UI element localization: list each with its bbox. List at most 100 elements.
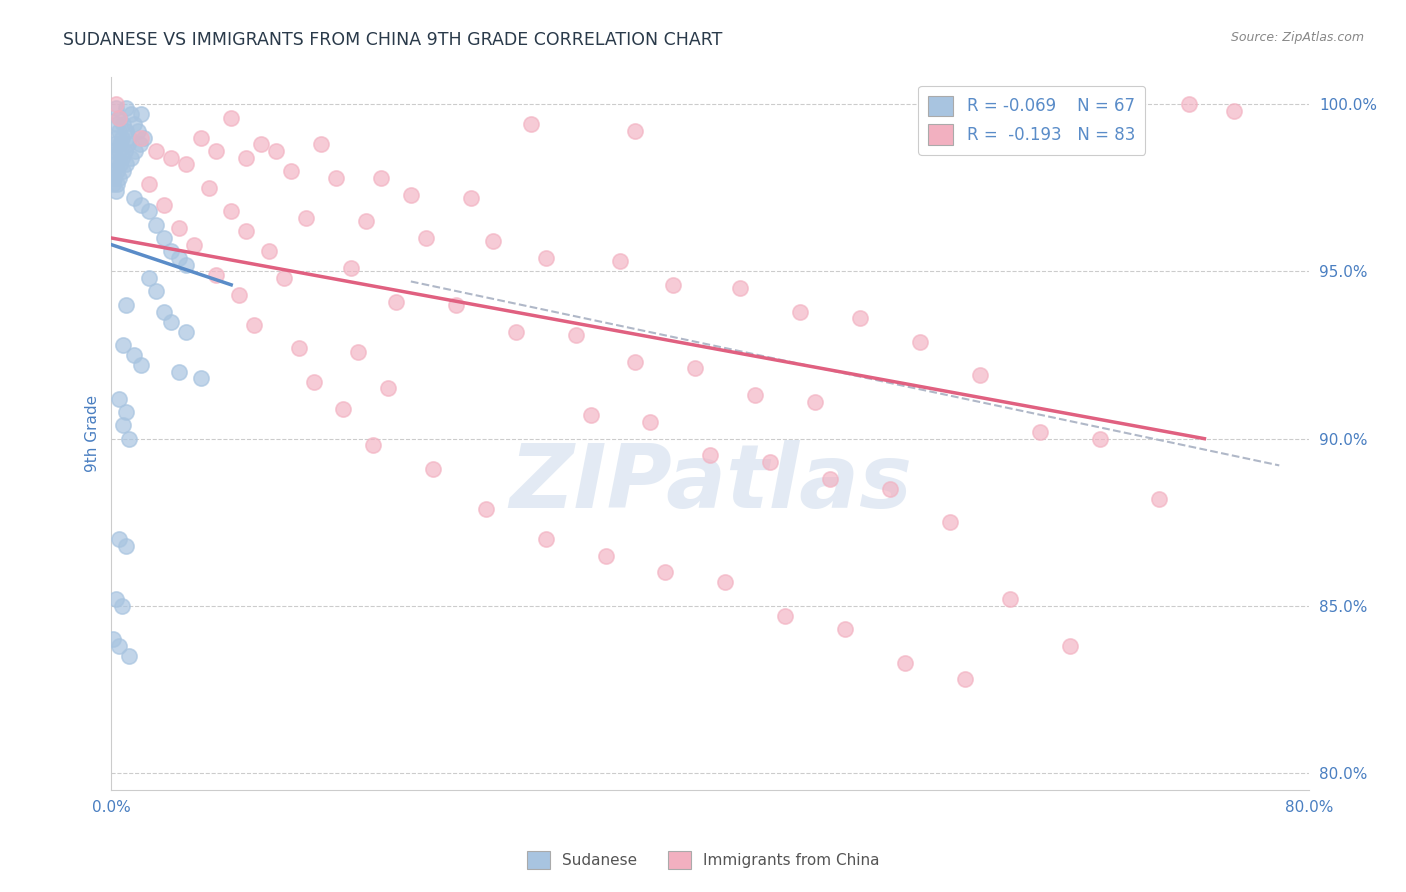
Point [108, 111, 131, 125]
Point [939, 516, 962, 530]
Point [120, 107, 142, 121]
Point [145, 285, 167, 299]
Text: Source: ZipAtlas.com: Source: ZipAtlas.com [1230, 31, 1364, 45]
Point [228, 288, 250, 302]
Point [624, 124, 647, 138]
Point [235, 224, 257, 238]
Point [111, 599, 134, 613]
Point [108, 532, 131, 546]
Point [134, 130, 156, 145]
Point [834, 622, 856, 636]
Point [118, 432, 141, 446]
Point [332, 401, 354, 416]
Point [108, 144, 131, 158]
Point [167, 365, 190, 379]
Point [138, 204, 160, 219]
Point [101, 632, 124, 647]
Point [122, 191, 145, 205]
Point [167, 251, 190, 265]
Point [759, 455, 782, 469]
Point [969, 368, 991, 383]
Point [128, 137, 150, 152]
Point [101, 178, 124, 192]
Point [730, 281, 752, 295]
Point [108, 124, 131, 138]
Point [744, 388, 766, 402]
Point [115, 539, 138, 553]
Point [160, 151, 183, 165]
Point [108, 639, 131, 653]
Point [167, 221, 190, 235]
Point [534, 251, 557, 265]
Point [124, 144, 146, 158]
Point [111, 130, 134, 145]
Point [235, 151, 257, 165]
Point [115, 124, 138, 138]
Point [205, 144, 228, 158]
Point [1059, 639, 1081, 653]
Point [624, 355, 647, 369]
Point [104, 151, 127, 165]
Point [145, 218, 167, 232]
Point [105, 178, 128, 192]
Point [103, 137, 125, 152]
Legend: Sudanese, Immigrants from China: Sudanese, Immigrants from China [520, 845, 886, 875]
Point [264, 144, 287, 158]
Point [302, 375, 325, 389]
Point [131, 130, 153, 145]
Point [131, 197, 153, 211]
Point [219, 111, 242, 125]
Point [131, 107, 153, 121]
Point [699, 449, 721, 463]
Point [112, 418, 135, 433]
Point [127, 124, 149, 138]
Point [422, 462, 444, 476]
Point [118, 648, 141, 663]
Point [773, 608, 796, 623]
Point [347, 344, 370, 359]
Point [595, 549, 617, 563]
Point [714, 575, 737, 590]
Point [103, 170, 125, 185]
Point [110, 157, 132, 171]
Point [257, 244, 280, 259]
Point [273, 271, 295, 285]
Point [287, 342, 309, 356]
Point [685, 361, 707, 376]
Point [363, 438, 385, 452]
Point [1178, 97, 1201, 112]
Point [160, 315, 183, 329]
Point [444, 298, 467, 312]
Point [354, 214, 377, 228]
Point [104, 101, 127, 115]
Point [908, 334, 931, 349]
Point [101, 144, 124, 158]
Point [122, 348, 145, 362]
Point [309, 137, 332, 152]
Point [534, 532, 557, 546]
Text: SUDANESE VS IMMIGRANTS FROM CHINA 9TH GRADE CORRELATION CHART: SUDANESE VS IMMIGRANTS FROM CHINA 9TH GR… [63, 31, 723, 49]
Point [1223, 103, 1246, 118]
Point [108, 170, 131, 185]
Point [117, 137, 139, 152]
Point [108, 111, 131, 125]
Point [1149, 491, 1171, 506]
Point [370, 170, 392, 185]
Point [153, 197, 176, 211]
Point [953, 673, 976, 687]
Point [219, 204, 242, 219]
Point [482, 235, 505, 249]
Point [519, 117, 541, 131]
Legend: R = -0.069    N = 67, R =  -0.193   N = 83: R = -0.069 N = 67, R = -0.193 N = 83 [918, 86, 1144, 155]
Point [190, 371, 212, 385]
Point [197, 181, 219, 195]
Point [1028, 425, 1050, 439]
Point [415, 231, 437, 245]
Point [114, 144, 136, 158]
Point [153, 231, 176, 245]
Point [474, 502, 496, 516]
Point [804, 395, 827, 409]
Point [112, 338, 135, 352]
Point [579, 409, 602, 423]
Point [105, 164, 128, 178]
